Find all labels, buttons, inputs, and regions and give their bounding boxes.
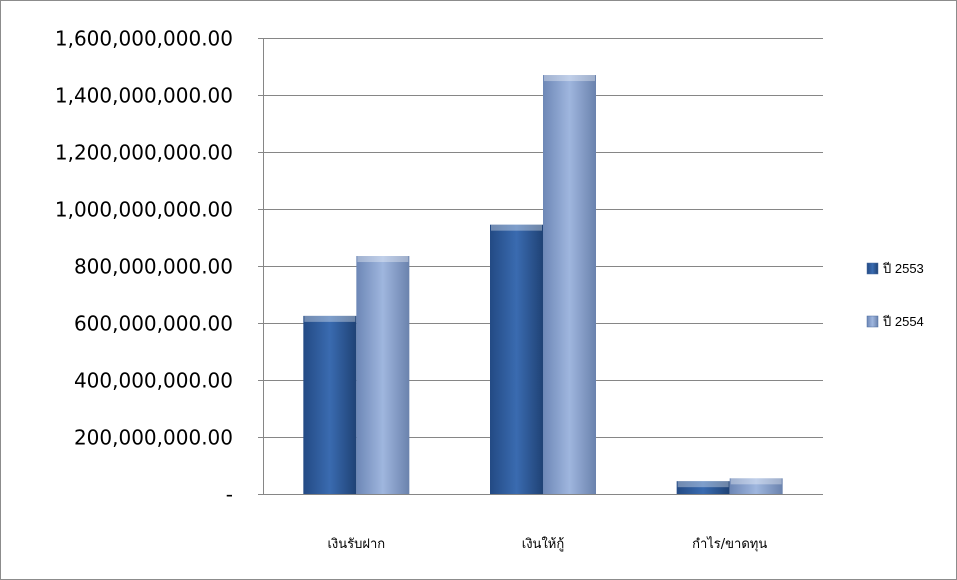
x-axis-categories: เงินรับฝาก เงินให้กู้ กำไร/ขาดทุน bbox=[327, 536, 767, 552]
y-tick-label: 1,000,000,000.00 bbox=[55, 198, 233, 222]
bar-highlight bbox=[357, 256, 409, 263]
legend-label: ปี 2554 bbox=[882, 314, 924, 329]
y-axis-ticks: - 200,000,000.00 400,000,000.00 600,000,000… bbox=[55, 27, 233, 507]
bars bbox=[303, 75, 783, 495]
y-tick-label: 200,000,000.00 bbox=[74, 426, 233, 450]
y-tick-label: 1,600,000,000.00 bbox=[55, 27, 233, 51]
bar-highlight bbox=[730, 478, 782, 485]
bar-2-0 bbox=[676, 481, 730, 494]
bar-0-0 bbox=[303, 315, 357, 494]
legend: ปี 2553 ปี 2554 bbox=[866, 261, 924, 329]
category-label: เงินรับฝาก bbox=[327, 537, 385, 552]
y-tick-label: 1,400,000,000.00 bbox=[55, 84, 233, 108]
bar-highlight bbox=[304, 315, 356, 322]
category-label: เงินให้กู้ bbox=[522, 536, 564, 552]
legend-swatch bbox=[866, 262, 879, 275]
y-tick-label: 800,000,000.00 bbox=[74, 255, 233, 279]
bar-1-1 bbox=[543, 75, 596, 495]
legend-label: ปี 2553 bbox=[882, 261, 924, 276]
bar-highlight bbox=[491, 224, 542, 231]
category-label: กำไร/ขาดทุน bbox=[692, 536, 767, 552]
y-tick-label: - bbox=[226, 483, 233, 507]
y-tick-label: 400,000,000.00 bbox=[74, 369, 233, 393]
y-tick-label: 1,200,000,000.00 bbox=[55, 141, 233, 165]
legend-swatch bbox=[866, 315, 879, 328]
bar-1-0 bbox=[490, 224, 543, 495]
bar-highlight bbox=[677, 481, 729, 488]
bar-0-1 bbox=[356, 256, 410, 494]
bar-2-1 bbox=[729, 478, 783, 494]
y-tick-label: 600,000,000.00 bbox=[74, 312, 233, 336]
bar-highlight bbox=[544, 75, 595, 82]
